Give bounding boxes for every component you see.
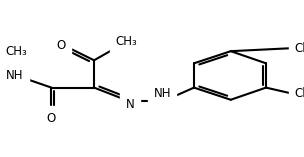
Text: NH: NH (154, 87, 171, 100)
Text: NH: NH (5, 69, 23, 82)
Text: Cl: Cl (294, 42, 304, 55)
Text: O: O (47, 112, 56, 125)
Text: O: O (57, 39, 66, 52)
Text: N: N (126, 98, 135, 111)
Text: CH₃: CH₃ (5, 45, 27, 58)
Text: CH₃: CH₃ (116, 35, 137, 48)
Text: Cl: Cl (294, 87, 304, 100)
